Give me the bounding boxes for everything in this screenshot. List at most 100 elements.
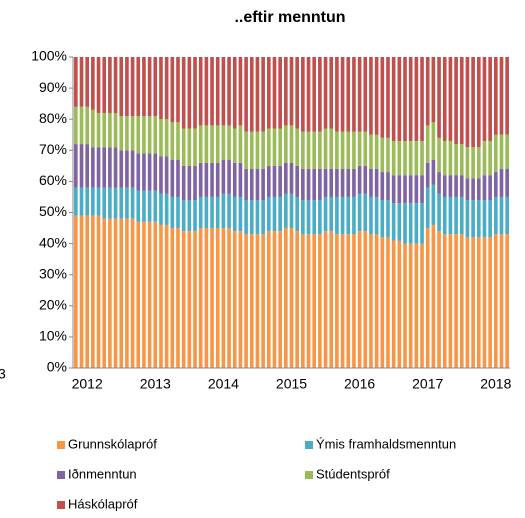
legend-label: Ýmis framhaldsmenntun xyxy=(316,436,456,451)
bar-segment xyxy=(374,234,379,368)
bar-segment xyxy=(193,200,197,232)
bar-segment xyxy=(238,162,243,197)
bar-segment xyxy=(437,57,441,138)
x-tick-label: 2016 xyxy=(344,376,375,392)
bar-segment xyxy=(170,159,175,197)
bar-segment xyxy=(488,140,492,176)
bar-segment xyxy=(147,57,152,117)
bar-segment xyxy=(181,200,186,232)
bar-segment xyxy=(448,140,453,176)
bar-segment xyxy=(306,234,311,368)
bar-segment xyxy=(340,196,345,235)
bar-segment xyxy=(352,57,356,132)
bar-segment xyxy=(471,200,475,238)
bar-segment xyxy=(289,193,294,229)
bar-segment xyxy=(261,131,265,169)
bar-segment xyxy=(232,196,237,232)
bar-segment xyxy=(232,162,237,197)
bar-segment xyxy=(255,57,260,132)
bar-segment xyxy=(244,234,248,368)
side-label: 3 xyxy=(0,366,6,382)
bar-segment xyxy=(431,184,436,225)
bar-segment xyxy=(301,234,305,368)
bar-segment xyxy=(329,231,334,368)
bar-segment xyxy=(471,57,475,148)
bar-segment xyxy=(403,140,407,176)
bar-segment xyxy=(488,57,492,141)
bar-segment xyxy=(198,228,203,368)
bar-segment xyxy=(312,168,317,201)
bar-segment xyxy=(493,196,498,235)
bar-segment xyxy=(420,203,424,244)
bar-segment xyxy=(295,231,299,368)
bar-segment xyxy=(425,228,430,368)
bar-segment xyxy=(397,140,402,176)
bar-segment xyxy=(153,116,158,154)
y-tick-label: 70% xyxy=(39,141,67,157)
bar-segment xyxy=(374,134,379,169)
bar-segment xyxy=(204,162,209,197)
bar-segment xyxy=(74,57,78,107)
bar-segment xyxy=(278,196,282,232)
bar-segment xyxy=(442,140,447,176)
bar-segment xyxy=(340,131,345,169)
bar-segment xyxy=(108,218,112,368)
bar-segment xyxy=(505,234,509,368)
bar-segment xyxy=(465,57,470,148)
bar-segment xyxy=(369,134,373,169)
bar-segment xyxy=(386,237,390,368)
bar-segment xyxy=(85,106,90,145)
bar-segment xyxy=(181,57,186,129)
bar-segment xyxy=(232,128,237,163)
bar-segment xyxy=(397,175,402,204)
bar-segment xyxy=(471,147,475,179)
legend-label: Háskólapróf xyxy=(68,496,138,511)
bar-segment xyxy=(261,168,265,201)
bar-segment xyxy=(346,196,351,235)
bar-segment xyxy=(142,57,146,117)
bar-segment xyxy=(329,168,334,197)
bar-segment xyxy=(352,168,356,197)
y-tick-label: 20% xyxy=(39,297,67,313)
bar-segment xyxy=(312,57,317,132)
bar-segment xyxy=(414,203,419,244)
bar-segment xyxy=(357,193,362,232)
bar-segment xyxy=(482,237,487,368)
bar-segment xyxy=(295,165,299,197)
bar-segment xyxy=(170,122,175,160)
bar-segment xyxy=(499,134,504,169)
bar-segment xyxy=(176,159,180,197)
bar-segment xyxy=(255,131,260,169)
bar-segment xyxy=(301,131,305,169)
bar-segment xyxy=(357,165,362,194)
bar-segment xyxy=(476,200,481,238)
bar-segment xyxy=(369,168,373,197)
bar-segment xyxy=(249,200,254,235)
bar-segment xyxy=(391,175,396,204)
bar-segment xyxy=(499,168,504,197)
bar-segment xyxy=(136,190,141,222)
bar-segment xyxy=(232,231,237,368)
bar-segment xyxy=(261,234,265,368)
bar-segment xyxy=(312,234,317,368)
bar-segment xyxy=(85,144,90,188)
y-tick-label: 0% xyxy=(47,359,67,375)
bar-segment xyxy=(198,196,203,229)
bar-segment xyxy=(357,57,362,132)
bar-segment xyxy=(284,162,288,194)
bar-segment xyxy=(476,237,481,368)
bar-segment xyxy=(306,131,311,169)
bar-segment xyxy=(414,243,419,368)
bar-segment xyxy=(346,168,351,197)
bar-segment xyxy=(249,57,254,132)
x-tick-label: 2018 xyxy=(480,376,511,392)
bar-segment xyxy=(431,57,436,123)
bar-segment xyxy=(403,175,407,204)
bar-segment xyxy=(176,57,180,123)
bar-segment xyxy=(357,231,362,368)
bar-segment xyxy=(74,187,78,216)
bar-segment xyxy=(454,57,458,145)
bar-segment xyxy=(187,128,192,166)
bar-segment xyxy=(465,200,470,238)
bar-segment xyxy=(318,168,322,201)
